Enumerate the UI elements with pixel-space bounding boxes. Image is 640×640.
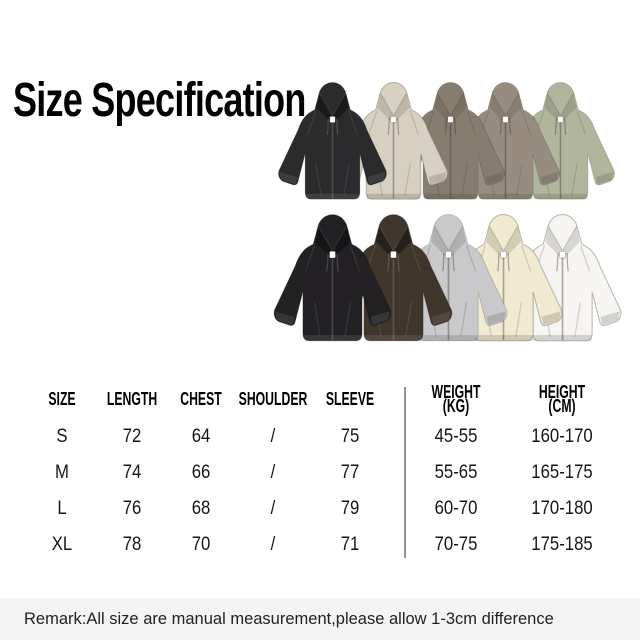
cell-chest: 66 — [191, 462, 211, 483]
cell-sleeve: 75 — [340, 426, 360, 447]
cell-weight_kg: 70-75 — [434, 534, 478, 555]
column-header-label: HEIGHT — [538, 381, 586, 402]
cell-weight_kg: 55-65 — [434, 462, 478, 483]
cell-length: 72 — [122, 426, 142, 447]
table-header-row: SIZE LENGTH CHEST SHOULDER SLEEVE WEIGHT (KG) H… — [0, 382, 640, 416]
cell-size: L — [57, 498, 67, 519]
column-header-label: LENGTH — [106, 388, 158, 409]
hoodie-graphic — [395, 82, 505, 200]
hoodie-black — [273, 80, 392, 204]
table-row-xl: XL 78 70 / 71 70-75 175-185 — [0, 527, 640, 563]
cell-shoulder: / — [270, 462, 276, 483]
cell-length: 76 — [122, 498, 142, 519]
cell-height_cm: 170-180 — [531, 498, 593, 519]
cell-height_cm: 175-185 — [531, 534, 593, 555]
column-header-unit: (KG) — [442, 396, 470, 416]
cell-length: 74 — [122, 462, 142, 483]
cell-sleeve: 77 — [340, 462, 360, 483]
page-title: Size Specification — [13, 74, 306, 127]
column-header-height_cm: HEIGHT (CM) — [527, 382, 598, 416]
remark-text: Remark:All size are manual measurement,p… — [24, 609, 554, 628]
column-header-label: WEIGHT — [431, 381, 481, 402]
column-header-label: SLEEVE — [325, 388, 375, 409]
cell-shoulder: / — [270, 534, 276, 555]
cell-shoulder: / — [270, 498, 276, 519]
cell-length: 78 — [122, 534, 142, 555]
column-header-label: SHOULDER — [238, 388, 308, 409]
table-row-m: M 74 66 / 77 55-65 165-175 — [0, 455, 640, 491]
cell-height_cm: 165-175 — [531, 462, 593, 483]
table-row-l: L 76 68 / 79 60-70 170-180 — [0, 491, 640, 527]
cell-sleeve: 71 — [340, 534, 360, 555]
cell-size: M — [55, 462, 69, 483]
cell-weight_kg: 60-70 — [434, 498, 478, 519]
cell-chest: 64 — [191, 426, 211, 447]
cell-height_cm: 160-170 — [531, 426, 593, 447]
table-divider-line — [404, 387, 406, 558]
cell-chest: 70 — [191, 534, 211, 555]
column-header-unit: (CM) — [548, 396, 576, 416]
cell-chest: 68 — [191, 498, 211, 519]
remark-bar: Remark:All size are manual measurement,p… — [0, 598, 640, 640]
cell-weight_kg: 45-55 — [434, 426, 478, 447]
column-header-chest: CHEST — [174, 382, 228, 416]
cell-shoulder: / — [270, 426, 276, 447]
table-row-s: S 72 64 / 75 45-55 160-170 — [0, 419, 640, 455]
column-header-label: CHEST — [180, 388, 222, 409]
cell-size: S — [56, 426, 68, 447]
hoodie-graphic — [277, 82, 387, 200]
hoodie-black — [268, 212, 397, 346]
column-header-label: SIZE — [48, 388, 76, 409]
column-header-weight_kg: WEIGHT (KG) — [421, 382, 492, 416]
column-header-length: LENGTH — [103, 382, 160, 416]
column-header-shoulder: SHOULDER — [238, 382, 308, 416]
hoodie-taupe-brown — [391, 80, 510, 204]
hoodie-mushroom-gray — [446, 80, 565, 204]
cell-size: XL — [51, 534, 73, 555]
cell-sleeve: 79 — [340, 498, 360, 519]
hoodie-graphic — [273, 214, 391, 342]
column-header-size: SIZE — [38, 382, 86, 416]
hoodie-graphic — [450, 82, 560, 200]
column-header-sleeve: SLEEVE — [321, 382, 378, 416]
